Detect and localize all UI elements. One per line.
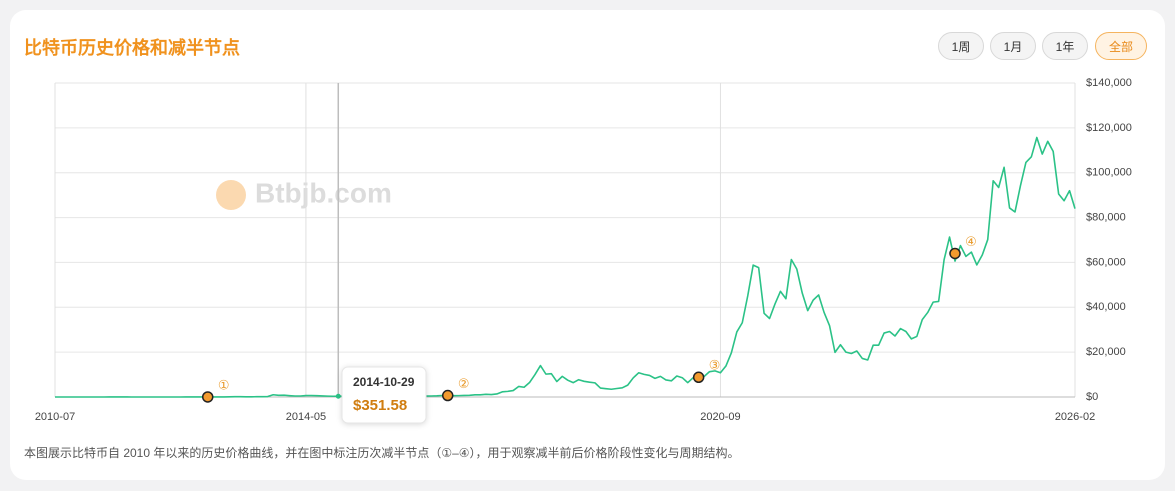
- x-tick-label: 2026-02: [1055, 411, 1095, 423]
- tooltip-date: 2014-10-29: [353, 375, 415, 389]
- y-tick-label: $120,000: [1086, 122, 1132, 134]
- y-tick-label: $80,000: [1086, 211, 1126, 223]
- y-tick-label: $140,000: [1086, 77, 1132, 89]
- range-button[interactable]: 全部: [1095, 32, 1147, 60]
- range-button[interactable]: 1年: [1042, 32, 1088, 60]
- y-tick-label: $40,000: [1086, 301, 1126, 313]
- tooltip-value: $351.58: [353, 397, 407, 414]
- hover-point: [335, 393, 341, 399]
- y-tick-label: $60,000: [1086, 256, 1126, 268]
- tooltip-box: [341, 366, 427, 424]
- halving-marker: [441, 389, 454, 402]
- card: [10, 10, 1165, 480]
- y-tick-label: $20,000: [1086, 346, 1126, 358]
- watermark-icon: [216, 180, 246, 210]
- tooltip: 2014-10-29 $351.58: [341, 366, 427, 424]
- price-line: [55, 136, 1076, 398]
- x-tick-label: 2014-05: [286, 411, 326, 423]
- y-tick-label: $100,000: [1086, 167, 1132, 179]
- y-tick-label: $0: [1086, 391, 1098, 403]
- halving-label: ③: [709, 358, 721, 373]
- halving-marker: [692, 371, 705, 384]
- chart-note: 本图展示比特币自 2010 年以来的历史价格曲线，并在图中标注历次减半节点（①–…: [24, 446, 740, 460]
- chart-title: 比特币历史价格和减半节点: [24, 38, 240, 58]
- halving-marker: [201, 391, 214, 403]
- halving-marker: [949, 247, 961, 260]
- halving-label: ②: [458, 376, 470, 391]
- watermark: Btbjb.com: [255, 177, 392, 208]
- range-button[interactable]: 1周: [938, 32, 984, 60]
- halving-label: ①: [218, 377, 230, 392]
- x-tick-label: 2020-09: [700, 411, 740, 423]
- range-button[interactable]: 1月: [990, 32, 1036, 60]
- halving-label: ④: [965, 234, 977, 249]
- x-tick-label: 2010-07: [35, 411, 75, 423]
